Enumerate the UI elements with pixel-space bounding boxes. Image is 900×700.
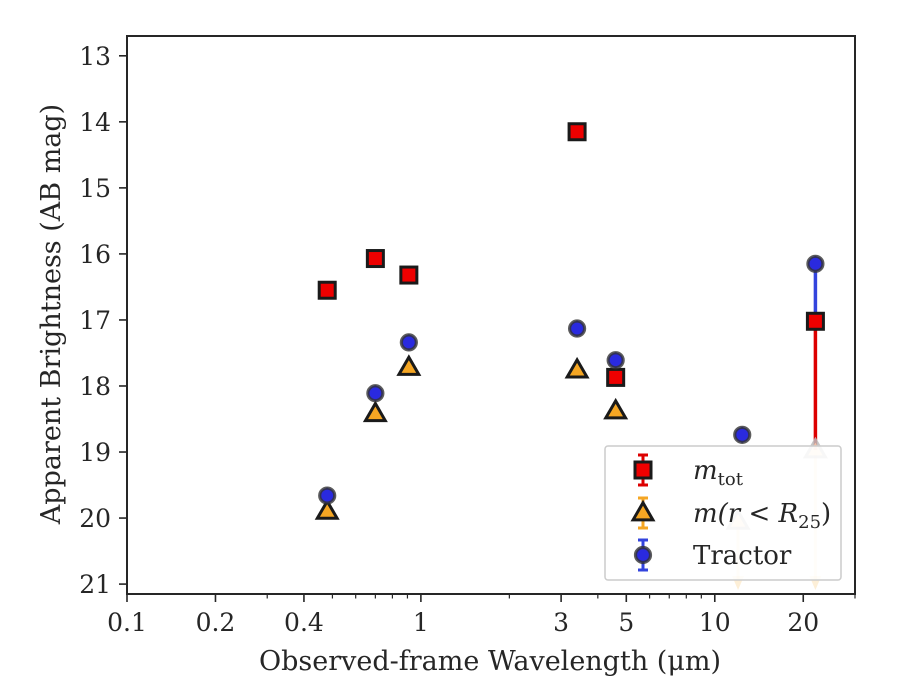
data-point <box>603 397 629 420</box>
x-tick-label: 3 <box>553 608 569 637</box>
data-point <box>317 280 337 300</box>
plot-frame <box>126 35 856 595</box>
data-point <box>606 351 625 370</box>
y-tick-label: 14 <box>79 108 111 137</box>
y-tick-label: 20 <box>79 504 111 533</box>
y-tick-label: 15 <box>79 174 111 203</box>
legend-box <box>604 445 842 581</box>
data-point <box>396 354 422 376</box>
data-point <box>567 319 587 338</box>
x-tick-label: 10 <box>699 608 731 637</box>
data-point <box>318 486 337 505</box>
y-tick-label: 19 <box>79 438 111 467</box>
legend-label: m(r < R25) <box>693 499 831 533</box>
legend-marker <box>633 460 653 480</box>
data-point <box>362 400 388 423</box>
data-point <box>366 384 385 403</box>
y-tick-label: 16 <box>79 240 111 269</box>
x-tick-label: 0.2 <box>196 608 236 637</box>
x-tick-label: 0.1 <box>107 608 147 637</box>
data-point <box>564 356 590 379</box>
x-axis-label: Observed-frame Wavelength (μm) <box>259 646 721 677</box>
legend-label: mtot <box>693 456 744 490</box>
data-point <box>399 265 419 285</box>
y-tick-label: 17 <box>79 306 111 335</box>
data-point <box>399 333 418 352</box>
data-point <box>365 249 385 269</box>
y-axis-label: Apparent Brightness (AB mag) <box>36 104 67 525</box>
y-tick-label: 18 <box>79 372 111 401</box>
y-tick-label: 21 <box>79 570 111 599</box>
data-point <box>733 425 752 444</box>
legend-label: Tractor <box>693 541 792 571</box>
legend-marker <box>633 545 653 565</box>
data-point <box>806 254 825 273</box>
data-point <box>314 498 340 520</box>
legend-marker <box>630 499 656 522</box>
data-point <box>606 367 626 387</box>
data-point <box>805 311 825 331</box>
data-point <box>567 122 587 142</box>
x-tick-label: 5 <box>618 608 634 637</box>
x-tick-label: 1 <box>413 608 429 637</box>
x-tick-label: 0.4 <box>284 608 324 637</box>
y-tick-label: 13 <box>79 42 111 71</box>
x-tick-label: 20 <box>787 608 819 637</box>
legend: mtot m(r < R25) Tractor <box>604 445 842 581</box>
